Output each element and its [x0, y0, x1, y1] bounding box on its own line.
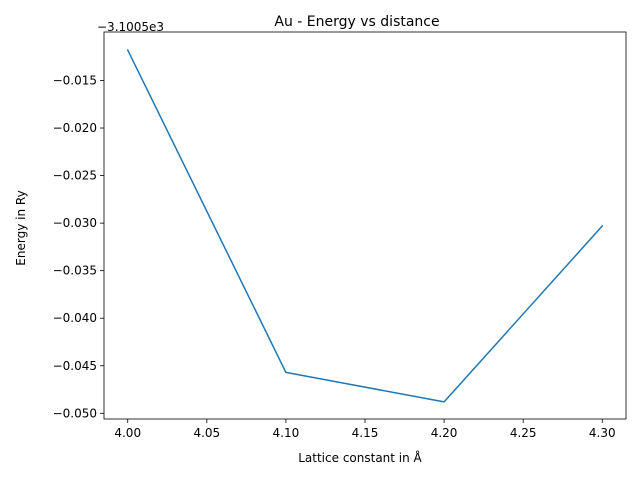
x-axis-label: Lattice constant in Å — [298, 450, 422, 465]
y-tick-label: −0.025 — [53, 169, 97, 183]
x-tick-label: 4.00 — [114, 426, 141, 440]
y-tick-label: −0.030 — [53, 216, 97, 230]
y-tick-label: −0.040 — [53, 311, 97, 325]
plot-area: 4.00 4.05 4.10 4.15 4.20 4.25 4.30 −0.015 −0.020… — [53, 31, 627, 440]
y-tick-label: −0.020 — [53, 121, 97, 135]
x-tick-label: 4.15 — [352, 426, 379, 440]
y-tick-label: −0.015 — [53, 73, 97, 87]
y-axis-label: Energy in Ry — [14, 190, 28, 265]
y-tick-label: −0.035 — [53, 264, 97, 278]
y-tick-label: −0.045 — [53, 359, 97, 373]
y-axis-offset-text: −3.1005e3 — [97, 20, 164, 34]
x-tick-label: 4.05 — [193, 426, 220, 440]
chart-title: Au - Energy vs distance — [274, 14, 439, 30]
x-tick-label: 4.30 — [589, 426, 616, 440]
x-tick-label: 4.10 — [273, 426, 300, 440]
y-tick-label: −0.050 — [53, 406, 97, 420]
x-tick-label: 4.20 — [431, 426, 458, 440]
x-tick-label: 4.25 — [510, 426, 537, 440]
plot-frame — [103, 31, 627, 420]
series-line-0 — [126, 49, 604, 403]
